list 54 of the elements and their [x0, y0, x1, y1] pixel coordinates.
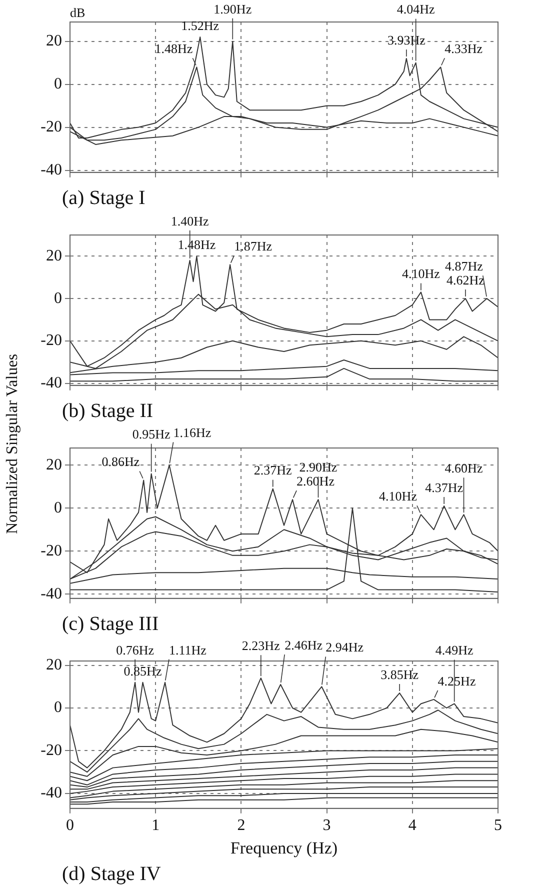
annotation: 0.76Hz [116, 642, 154, 658]
x-tick-label: 5 [494, 817, 502, 834]
annotation: 2.94Hz [326, 640, 364, 655]
annotation: 1.52Hz [181, 18, 220, 33]
y-tick-label: 20 [46, 656, 62, 674]
y-tick-label: 0 [54, 290, 62, 307]
x-tick-label: 3 [322, 817, 331, 834]
annotation: 3.85Hz [380, 666, 419, 682]
annotation: 2.37Hz [254, 462, 292, 478]
text: (b) Stage II [62, 399, 154, 424]
y-tick-label: -40 [40, 161, 62, 178]
text: (d) Stage IV [62, 862, 162, 887]
annotation: 1.40Hz [170, 213, 210, 228]
annotation: 4.37Hz [425, 480, 464, 495]
annotation: 2.23Hz [242, 638, 280, 654]
y-tick-label: 20 [46, 456, 62, 474]
annotation: 2.46Hz [284, 637, 323, 652]
annotation: 1.48Hz [154, 41, 193, 56]
annotation: 1.16Hz [173, 425, 212, 440]
x-tick-label: 2 [237, 817, 246, 834]
annotation: 0.86Hz [102, 454, 140, 470]
y-tick-label: -20 [40, 332, 62, 350]
text: (c) Stage III [62, 612, 160, 637]
annotation: 4.87Hz [444, 258, 484, 274]
y-tick-label: -20 [40, 118, 62, 136]
y-tick-label: 20 [46, 247, 62, 264]
y-tick-label: 0 [54, 76, 62, 93]
y-tick-label: -40 [40, 374, 62, 392]
text: dB [70, 4, 86, 20]
text: (a) Stage I [62, 186, 146, 211]
annotation: 0.95Hz [132, 426, 171, 442]
annotation: 4.04Hz [396, 2, 436, 17]
y-tick-label: -40 [40, 585, 62, 602]
annotation: 4.10Hz [402, 266, 440, 282]
y-tick-label: -20 [40, 542, 62, 560]
annotation: 4.33Hz [444, 41, 483, 56]
x-axis-title: Frequency (Hz) [230, 838, 338, 858]
annotation: 2.90Hz [299, 459, 338, 474]
annotation: 4.62Hz [446, 272, 485, 288]
annotation: 1.87Hz [234, 238, 272, 254]
annotation: 1.90Hz [214, 1, 252, 16]
annotation: 4.60Hz [444, 460, 483, 476]
y-tick-label: 20 [46, 32, 62, 50]
annotation: 4.10Hz [379, 488, 418, 504]
annotation: 4.49Hz [435, 642, 474, 658]
x-tick-label: 4 [408, 817, 416, 834]
annotation: 1.11Hz [169, 642, 207, 658]
y-tick-label: 0 [54, 499, 62, 516]
y-tick-label: -20 [40, 742, 62, 759]
x-tick-label: 1 [152, 817, 160, 834]
y-tick-label: 0 [54, 699, 62, 716]
y-tick-label: -40 [40, 784, 62, 802]
y-axis-title: Normalized Singular Values [4, 354, 22, 534]
x-tick-label: 0 [66, 817, 74, 834]
